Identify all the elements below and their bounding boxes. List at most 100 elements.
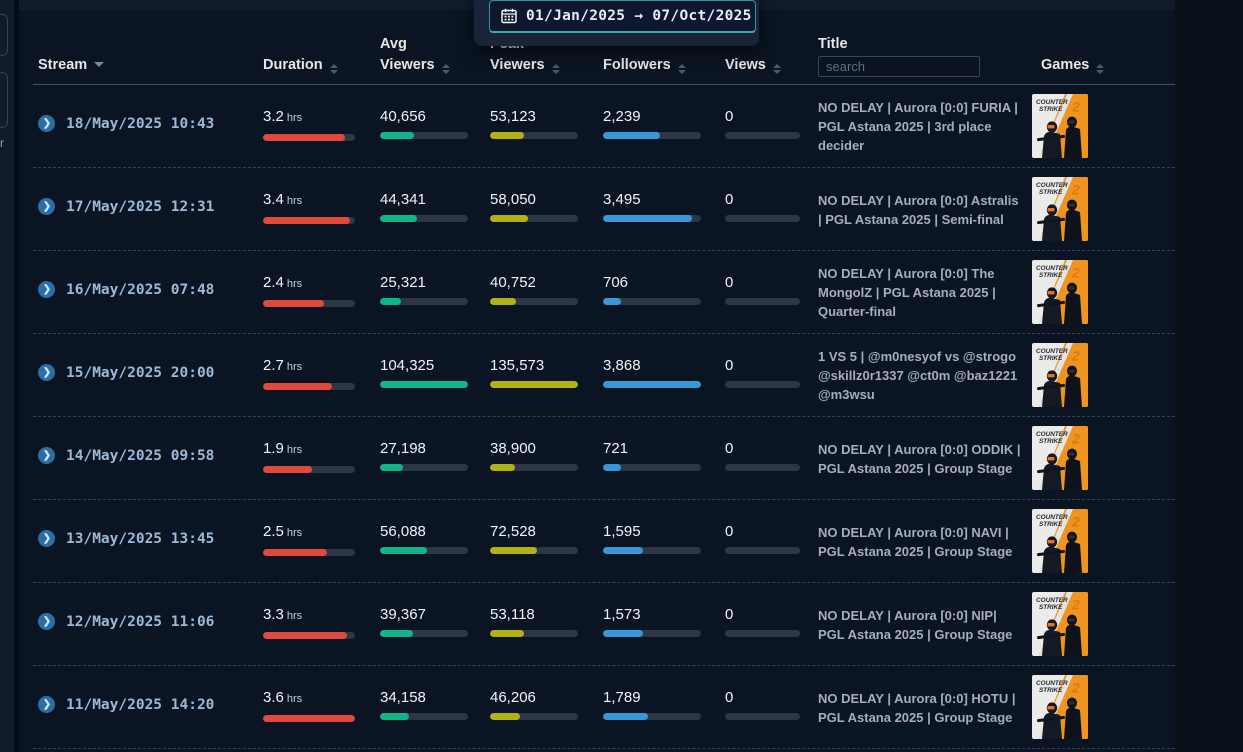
views-value: 0 [725,689,734,706]
sort-icon[interactable] [1096,64,1105,74]
calendar-icon [501,8,517,24]
followers-bar [603,215,701,222]
duration-unit: hrs [286,610,303,622]
avg-viewers-bar [380,132,468,139]
table-row: ❯ 14/May/2025 09:58 1.9 hrs 27,198 38,900… [33,417,1175,500]
column-header-stream[interactable]: Stream [38,55,105,76]
avg-viewers-value: 44,341 [380,191,426,208]
stream-cell: ❯ 16/May/2025 07:48 [38,281,214,298]
column-header-avg-viewers[interactable]: Avg Viewers [380,34,458,76]
views-value: 0 [725,440,734,457]
followers-bar [603,132,701,139]
counter-strike-2-cover: COUNTER STRIKE 2 [1032,94,1088,158]
followers-cell: 706 [603,274,701,305]
counter-strike-2-cover: COUNTER STRIKE 2 [1032,177,1088,241]
column-header-followers[interactable]: Followers [603,55,686,76]
header-divider [33,84,1175,85]
peak-viewers-bar [490,132,578,139]
expand-stream-icon[interactable]: ❯ [38,696,55,713]
game-thumbnail[interactable]: COUNTER STRIKE 2 [1032,177,1088,241]
sort-desc-icon[interactable] [94,62,105,67]
svg-text:COUNTER: COUNTER [1036,514,1068,521]
game-thumbnail[interactable]: COUNTER STRIKE 2 [1032,343,1088,407]
expand-stream-icon[interactable]: ❯ [38,613,55,630]
sidebar-partial-button[interactable] [0,72,8,128]
stream-datetime-link[interactable]: 17/May/2025 12:31 [66,198,215,215]
followers-bar [603,630,701,637]
svg-text:STRIKE: STRIKE [1039,355,1063,362]
expand-stream-icon[interactable]: ❯ [38,447,55,464]
svg-text:STRIKE: STRIKE [1039,604,1063,611]
stream-datetime-link[interactable]: 16/May/2025 07:48 [66,281,215,298]
sidebar-partial-button[interactable] [0,14,8,56]
table-row: ❯ 16/May/2025 07:48 2.4 hrs 25,321 40,752… [33,251,1175,334]
column-header-duration[interactable]: Duration [263,55,338,76]
stream-datetime-link[interactable]: 11/May/2025 14:20 [66,696,215,713]
followers-cell: 1,573 [603,606,701,637]
svg-text:COUNTER: COUNTER [1036,597,1068,604]
game-thumbnail[interactable]: COUNTER STRIKE 2 [1032,592,1088,656]
followers-cell: 3,495 [603,191,701,222]
avg-viewers-value: 40,656 [380,108,426,125]
streams-table-panel: Stream Duration Avg Viewers Peak Viewers… [14,0,1175,752]
stream-title: NO DELAY | Aurora [0:0] HOTU | PGL Astan… [818,690,1016,725]
duration-value: 3.3 [263,606,284,623]
date-range-input[interactable]: 01/Jan/2025 → 07/Oct/2025 [489,0,756,33]
stream-title: 1 VS 5 | @m0nesyof vs @strogo @skillz0r1… [818,349,1018,402]
views-value: 0 [725,357,734,374]
peak-viewers-cell: 46,206 [490,689,578,720]
sort-icon[interactable] [677,64,686,74]
duration-cell: 2.4 hrs [263,274,355,307]
game-thumbnail[interactable]: COUNTER STRIKE 2 [1032,426,1088,490]
sort-icon[interactable] [551,64,560,74]
date-start: 01/Jan/2025 [526,8,626,24]
stream-datetime-link[interactable]: 15/May/2025 20:00 [66,364,215,381]
title-search-input[interactable] [818,56,980,77]
peak-viewers-value: 46,206 [490,689,536,706]
stream-datetime-link[interactable]: 13/May/2025 13:45 [66,530,215,547]
sidebar-edge: r [0,0,14,752]
game-thumbnail[interactable]: COUNTER STRIKE 2 [1032,260,1088,324]
counter-strike-2-cover: COUNTER STRIKE 2 [1032,675,1088,739]
views-bar [725,547,800,554]
expand-stream-icon[interactable]: ❯ [38,198,55,215]
svg-text:STRIKE: STRIKE [1039,272,1063,279]
expand-stream-icon[interactable]: ❯ [38,115,55,132]
stream-title: NO DELAY | Aurora [0:0] NIP| PGL Astana … [818,607,1013,642]
game-thumbnail[interactable]: COUNTER STRIKE 2 [1032,675,1088,739]
column-header-views[interactable]: Views [725,55,781,76]
views-bar [725,132,800,139]
duration-bar [263,715,355,722]
sort-icon[interactable] [441,64,450,74]
stream-datetime-link[interactable]: 18/May/2025 10:43 [66,115,215,132]
avg-viewers-value: 104,325 [380,357,435,374]
svg-text:2: 2 [1071,348,1080,364]
expand-stream-icon[interactable]: ❯ [38,281,55,298]
table-row: ❯ 12/May/2025 11:06 3.3 hrs 39,367 53,118… [33,583,1175,666]
avg-viewers-bar [380,713,468,720]
followers-bar [603,381,701,388]
column-header-games[interactable]: Games [1041,55,1105,76]
stream-datetime-link[interactable]: 12/May/2025 11:06 [66,613,215,630]
avg-viewers-bar [380,298,468,305]
sort-icon[interactable] [772,64,781,74]
stream-datetime-link[interactable]: 14/May/2025 09:58 [66,447,215,464]
duration-cell: 3.6 hrs [263,689,355,722]
avg-viewers-bar [380,381,468,388]
sidebar-label-fragment: r [0,136,4,150]
duration-value: 2.7 [263,357,284,374]
expand-stream-icon[interactable]: ❯ [38,364,55,381]
game-thumbnail[interactable]: COUNTER STRIKE 2 [1032,94,1088,158]
duration-bar [263,549,355,556]
views-cell: 0 [725,191,800,222]
duration-unit: hrs [286,444,303,456]
peak-viewers-cell: 72,528 [490,523,578,554]
expand-stream-icon[interactable]: ❯ [38,530,55,547]
game-thumbnail[interactable]: COUNTER STRIKE 2 [1032,509,1088,573]
peak-viewers-value: 53,123 [490,108,536,125]
svg-text:2: 2 [1071,597,1080,613]
sort-icon[interactable] [329,64,338,74]
svg-text:2: 2 [1071,182,1080,198]
duration-value: 2.4 [263,274,284,291]
stream-cell: ❯ 13/May/2025 13:45 [38,530,214,547]
